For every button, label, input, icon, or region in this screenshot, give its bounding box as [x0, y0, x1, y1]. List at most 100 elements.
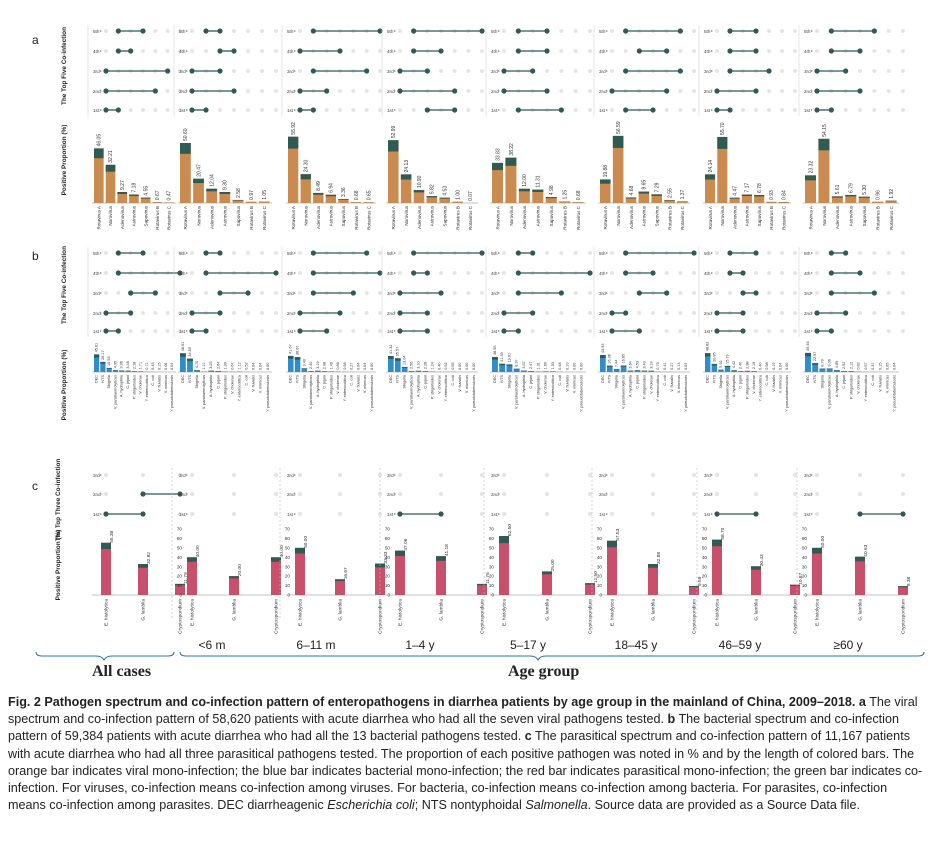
matrix-dot: [274, 291, 278, 295]
category-label: A. hydrophila: [120, 374, 124, 397]
bar: [499, 363, 506, 372]
rank-label: 4th: [93, 49, 100, 54]
viral-panel-5: 5th 4th 3rd 2nd 1st 19.88 Rotavirus A 56.59 Noro…: [593, 25, 696, 230]
category-label: Adenovirus: [316, 205, 321, 229]
category-label: Rotavirus C: [167, 205, 172, 230]
coinfection-dot: [165, 68, 171, 74]
matrix-dot: [814, 491, 820, 497]
matrix-dot: [901, 29, 905, 33]
bar-coinfection: [513, 368, 520, 370]
category-label: DEC: [493, 375, 497, 383]
data-label: 2.18: [132, 362, 136, 369]
bacterial-panel-3: 5th 4th 3rd 2nd 1st 41.32 DEC 35.57 NTS 13.04 Shig…: [381, 247, 485, 412]
category-label: E. histolytica: [298, 599, 304, 626]
age-label-6-11m: 6–11 m: [296, 638, 336, 652]
all-cases-bracket: [35, 651, 175, 662]
category-label: Y. pseudotuberculosis: [266, 375, 270, 412]
rank-arrow: [606, 90, 608, 92]
data-label: 2.28: [423, 362, 427, 369]
bar: [532, 189, 544, 203]
matrix-dot: [559, 89, 564, 93]
coinfection-dot: [636, 48, 642, 54]
category-label: Shigella: [107, 374, 111, 388]
matrix-dot: [767, 49, 771, 53]
data-label: 2.64: [216, 362, 220, 369]
coinfection-dot: [544, 88, 550, 94]
matrix-dot: [351, 108, 356, 112]
data-label: 4.42: [732, 361, 736, 368]
category-label: C. coli: [350, 375, 354, 386]
rank-label: 1st: [599, 108, 606, 113]
bar: [439, 197, 450, 203]
coinfection-dot: [714, 88, 720, 94]
y-tick: 40: [597, 555, 603, 560]
matrix-dot: [691, 511, 697, 517]
data-label: 0.13: [677, 363, 681, 370]
row-title-proportion: Positive Proportion (%): [55, 530, 62, 601]
matrix-dot: [664, 329, 669, 333]
bar: [641, 370, 648, 372]
rank-arrow: [186, 513, 188, 515]
matrix-dot: [588, 69, 592, 73]
data-label: 10.53: [107, 356, 111, 366]
category-label: Rotavirus C: [262, 205, 267, 230]
bar-coinfection: [94, 354, 100, 358]
category-label: NTS: [500, 375, 504, 383]
data-label: 43.93: [601, 344, 605, 354]
data-label: 0.52: [444, 362, 448, 369]
data-label: 10.90: [417, 175, 423, 188]
coinfection-dot: [189, 310, 195, 316]
coinfection-dot: [828, 28, 834, 34]
bar: [634, 370, 641, 372]
bar-coinfection: [219, 191, 231, 194]
rank-label: 1st: [804, 329, 811, 334]
matrix-dot: [872, 69, 877, 73]
rank-label: 1st: [804, 108, 811, 113]
data-label: 11.31: [536, 175, 542, 187]
age-group-bracket: [179, 651, 925, 662]
data-label: 4.53: [635, 361, 639, 368]
coinfection-dot: [900, 511, 906, 517]
rank-arrow: [294, 330, 296, 332]
bar: [117, 192, 128, 203]
category-label: Rotavirus B: [155, 206, 160, 230]
matrix-dot: [246, 108, 250, 112]
parasitic-panel-1: 3rd2nd1st01020304050607040.00E. histolyt…: [171, 468, 285, 634]
category-label: A. hydrophila: [835, 374, 839, 397]
coinfection-dot: [544, 48, 550, 54]
rank-arrow: [711, 109, 713, 111]
category-label: V. cholerae: [857, 375, 861, 394]
bar: [325, 194, 337, 203]
bar: [833, 370, 840, 372]
rank-label: 5th: [704, 251, 711, 256]
matrix-dot: [753, 491, 759, 497]
bar: [625, 197, 637, 203]
data-label: 2.08: [323, 362, 327, 369]
bar-coinfection: [477, 583, 487, 586]
matrix-dot: [378, 311, 382, 315]
category-label: C. jejuni: [529, 375, 533, 389]
y-tick: 50: [802, 545, 808, 550]
category-label: Y. enterocolitica: [444, 374, 448, 401]
matrix-dot: [858, 311, 862, 315]
rank-arrow: [100, 493, 102, 495]
category-label: Norovirus: [108, 205, 113, 225]
data-label: 4.68: [629, 186, 635, 196]
data-label: 24.30: [303, 159, 309, 172]
rank-arrow: [394, 493, 396, 495]
bar: [140, 197, 151, 203]
bar: [549, 371, 556, 372]
category-label: A. hydrophila: [522, 374, 526, 397]
bar-coinfection: [140, 197, 151, 199]
coinfection-dot: [203, 250, 209, 256]
coinfection-dot: [128, 290, 134, 296]
category-label: DEC: [94, 375, 98, 383]
category-label: Y. pseudotuberculosis: [684, 375, 688, 412]
matrix-dot: [298, 291, 302, 295]
rank-label: 4th: [804, 271, 811, 276]
bar-coinfection: [818, 138, 830, 151]
matrix-dot: [246, 29, 250, 33]
coinfection-dot: [623, 270, 629, 276]
coinfection-dot: [424, 310, 430, 316]
coinfection-dot: [814, 68, 820, 74]
